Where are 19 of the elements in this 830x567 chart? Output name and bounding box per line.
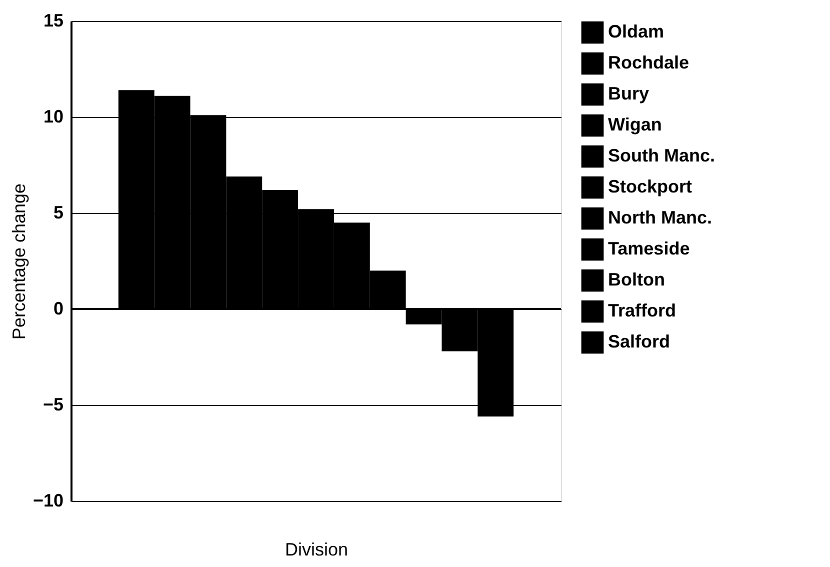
y-tick-label: 10 [43,106,64,126]
legend-label: Stockport [608,176,692,196]
y-tick-label: 5 [53,202,64,222]
y-tick-label: −5 [42,394,64,414]
y-axis-title: Percentage change [8,183,29,340]
legend-label: Rochdale [608,52,690,72]
legend-label: South Manc. [608,146,715,166]
legend-label: Bury [608,84,650,104]
legend-label: Salford [608,332,670,352]
y-tick-label: 0 [53,298,64,318]
legend-label: Wigan [608,114,662,134]
x-axis-title: Division [284,540,348,560]
y-tick-label: 15 [43,10,64,30]
legend-label: Tameside [608,238,690,258]
legend-label: Bolton [608,270,665,290]
legend-label: Trafford [608,300,676,320]
legend-label: Oldam [608,22,664,42]
y-tick-label: −10 [32,490,64,510]
legend-label: North Manc. [608,208,712,228]
